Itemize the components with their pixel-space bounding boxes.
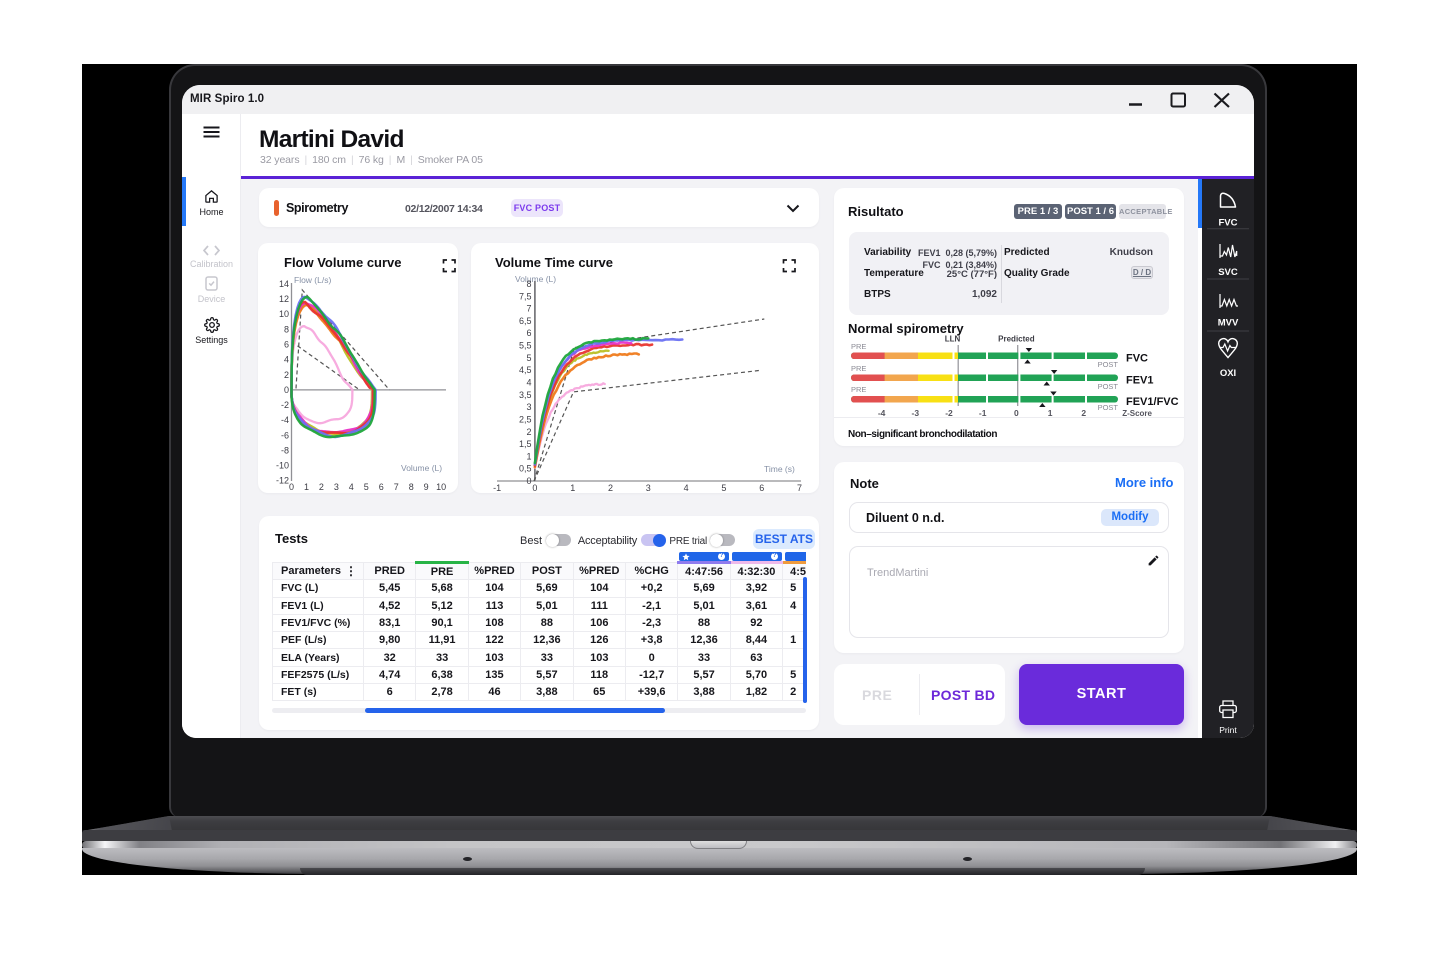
svg-text:7: 7 — [526, 304, 531, 314]
svg-text:OXI: OXI — [1220, 368, 1236, 379]
svg-text:0: 0 — [532, 483, 537, 493]
svg-text:8: 8 — [284, 324, 289, 334]
svg-text:0: 0 — [1014, 408, 1019, 418]
svg-text:7: 7 — [394, 482, 399, 492]
svg-text:Volume (L): Volume (L) — [401, 463, 442, 473]
svg-text:5: 5 — [526, 353, 531, 363]
svg-text:PRE: PRE — [851, 342, 866, 351]
svg-text:Flow Volume curve: Flow Volume curve — [284, 255, 402, 270]
svg-text:6,5: 6,5 — [519, 316, 532, 326]
svg-text:-2: -2 — [281, 400, 289, 410]
svg-text:4,5: 4,5 — [519, 365, 532, 375]
svg-text:5: 5 — [364, 482, 369, 492]
svg-text:0: 0 — [526, 476, 531, 486]
svg-text:4: 4 — [526, 378, 531, 388]
svg-text:-8: -8 — [281, 446, 289, 456]
svg-text:3: 3 — [646, 483, 651, 493]
svg-text:1: 1 — [1048, 408, 1053, 418]
svg-text:-2: -2 — [945, 408, 953, 418]
svg-text:1,5: 1,5 — [519, 439, 532, 449]
svg-text:9: 9 — [424, 482, 429, 492]
svg-text:PRE: PRE — [851, 385, 866, 394]
svg-text:3: 3 — [334, 482, 339, 492]
svg-text:10: 10 — [436, 482, 446, 492]
svg-text:0: 0 — [284, 385, 289, 395]
svg-text:10: 10 — [279, 309, 289, 319]
svg-text:Time (s): Time (s) — [764, 464, 795, 474]
svg-text:6: 6 — [526, 328, 531, 338]
svg-text:MVV: MVV — [1218, 318, 1239, 329]
svg-text:-4: -4 — [878, 408, 886, 418]
svg-text:2: 2 — [526, 427, 531, 437]
svg-text:2: 2 — [319, 482, 324, 492]
svg-text:4: 4 — [684, 483, 689, 493]
svg-text:-3: -3 — [912, 408, 920, 418]
svg-text:-4: -4 — [281, 415, 289, 425]
svg-text:7,5: 7,5 — [519, 291, 532, 301]
svg-text:6: 6 — [284, 340, 289, 350]
svg-text:1: 1 — [570, 483, 575, 493]
svg-text:7: 7 — [797, 483, 802, 493]
svg-text:4: 4 — [284, 355, 289, 365]
svg-text:-12: -12 — [276, 476, 289, 486]
svg-text:5: 5 — [721, 483, 726, 493]
svg-text:POST: POST — [1098, 403, 1119, 412]
svg-text:Z-Score: Z-Score — [1122, 409, 1152, 418]
svg-text:-10: -10 — [276, 461, 289, 471]
svg-text:PRE: PRE — [851, 364, 866, 373]
svg-text:0: 0 — [289, 482, 294, 492]
svg-text:Flow (L/s): Flow (L/s) — [294, 275, 331, 285]
svg-text:2: 2 — [1081, 408, 1086, 418]
svg-text:4: 4 — [349, 482, 354, 492]
svg-text:LLN: LLN — [945, 335, 961, 344]
svg-text:5,5: 5,5 — [519, 341, 532, 351]
svg-text:1: 1 — [304, 482, 309, 492]
svg-text:6: 6 — [379, 482, 384, 492]
svg-text:FVC: FVC — [1219, 218, 1238, 229]
svg-text:Volume Time curve: Volume Time curve — [495, 255, 613, 270]
svg-text:2,5: 2,5 — [519, 414, 532, 424]
svg-text:0,5: 0,5 — [519, 464, 532, 474]
svg-text:Predicted: Predicted — [998, 335, 1035, 344]
svg-text:-6: -6 — [281, 430, 289, 440]
svg-text:FEV1: FEV1 — [1126, 375, 1154, 387]
svg-text:12: 12 — [279, 294, 289, 304]
svg-text:POST: POST — [1098, 360, 1119, 369]
svg-text:FVC: FVC — [1126, 353, 1148, 365]
svg-text:FEV1/FVC: FEV1/FVC — [1126, 396, 1179, 408]
svg-text:3: 3 — [526, 402, 531, 412]
svg-text:-1: -1 — [979, 408, 987, 418]
svg-text:2: 2 — [284, 370, 289, 380]
svg-text:1: 1 — [526, 451, 531, 461]
svg-text:8: 8 — [526, 279, 531, 289]
svg-text:POST: POST — [1098, 382, 1119, 391]
svg-text:8: 8 — [409, 482, 414, 492]
svg-text:-1: -1 — [493, 483, 501, 493]
svg-text:3,5: 3,5 — [519, 390, 532, 400]
svg-text:Volume (L): Volume (L) — [515, 274, 556, 284]
svg-text:SVC: SVC — [1218, 267, 1238, 278]
svg-text:6: 6 — [759, 483, 764, 493]
svg-text:2: 2 — [608, 483, 613, 493]
svg-text:14: 14 — [279, 279, 289, 289]
svg-text:Print: Print — [1219, 725, 1237, 735]
